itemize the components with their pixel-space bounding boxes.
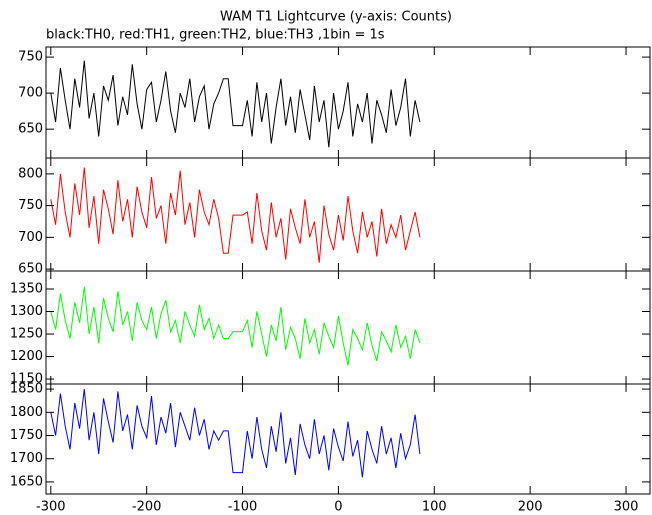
panel-frame — [45, 157, 651, 272]
y-tick-label: 1300 — [10, 304, 43, 319]
y-tick-label: 800 — [18, 166, 43, 181]
lightcurve — [50, 167, 421, 263]
y-tick-label: 1200 — [10, 349, 43, 364]
x-tick-label: -100 — [228, 500, 258, 515]
x-tick-label: -300 — [36, 500, 66, 515]
panel-frame — [45, 270, 651, 385]
chart-subtitle: black:TH0, red:TH1, green:TH2, blue:TH3 … — [46, 28, 385, 43]
chart-title: WAM T1 Lightcurve (y-axis: Counts) — [220, 10, 452, 25]
y-tick-label: 700 — [18, 230, 43, 245]
x-tick-label: 0 — [334, 500, 342, 515]
y-tick-label: 1750 — [10, 428, 43, 443]
y-tick-label: 1350 — [10, 282, 43, 297]
y-tick-label: 1800 — [10, 405, 43, 420]
y-tick-label: 1850 — [10, 382, 43, 397]
y-tick-label: 750 — [18, 198, 43, 213]
y-tick-label: 1250 — [10, 327, 43, 342]
y-tick-label: 1150 — [10, 372, 43, 387]
y-tick-label: 1650 — [10, 474, 43, 489]
y-tick-label: 1700 — [10, 451, 43, 466]
x-tick-label: 200 — [518, 500, 543, 515]
x-tick-label: -200 — [132, 500, 162, 515]
y-tick-label: 750 — [18, 50, 43, 65]
y-tick-label: 700 — [18, 86, 43, 101]
x-tick-label: 300 — [614, 500, 639, 515]
lightcurve — [50, 60, 421, 148]
lightcurve — [50, 286, 421, 366]
lightcurve — [50, 389, 421, 478]
x-tick-label: 100 — [422, 500, 447, 515]
y-tick-label: 650 — [18, 122, 43, 137]
y-tick-label: 650 — [18, 262, 43, 277]
panel-frame — [45, 383, 651, 495]
